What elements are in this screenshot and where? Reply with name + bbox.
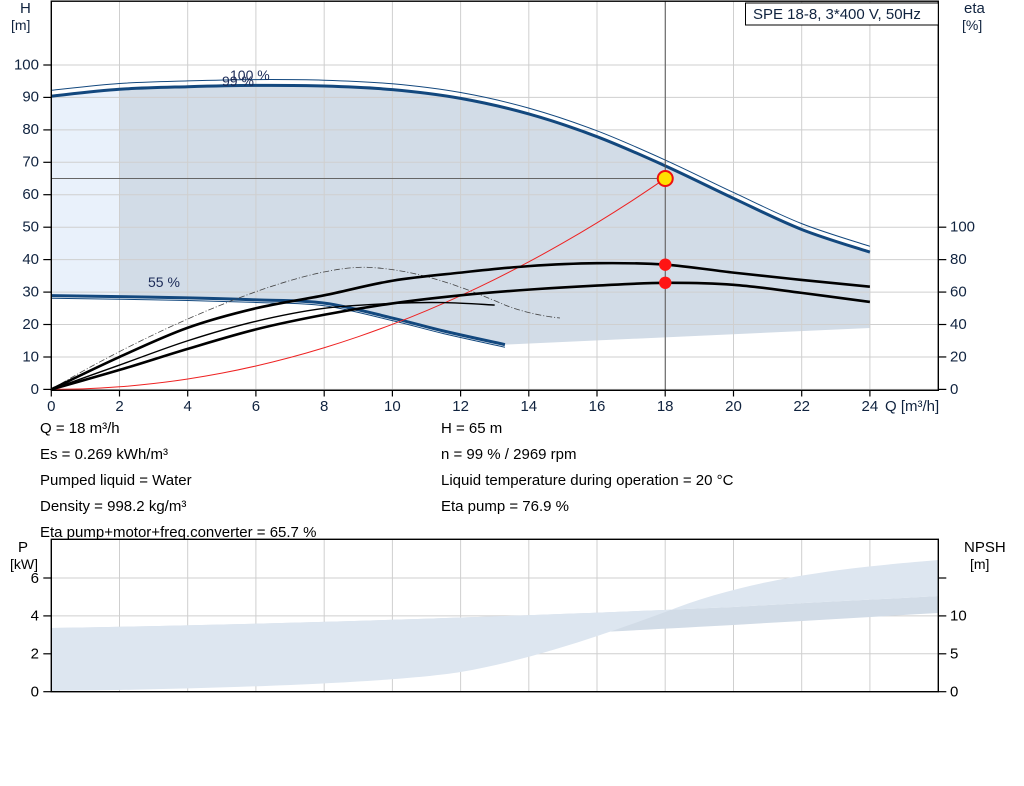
svg-text:90: 90	[22, 89, 39, 106]
svg-text:6: 6	[252, 398, 260, 415]
svg-text:100: 100	[14, 57, 39, 74]
svg-text:10: 10	[384, 398, 401, 415]
svg-text:2: 2	[115, 398, 123, 415]
svg-text:5: 5	[950, 646, 958, 663]
svg-text:4: 4	[31, 608, 39, 625]
svg-text:4: 4	[184, 398, 192, 415]
svg-text:80: 80	[22, 121, 39, 138]
svg-text:SPE 18-8, 3*400 V, 50Hz: SPE 18-8, 3*400 V, 50Hz	[753, 6, 921, 23]
svg-text:Liquid temperature during oper: Liquid temperature during operation = 20…	[441, 472, 734, 489]
svg-text:H: H	[20, 0, 31, 17]
svg-text:Es = 0.269 kWh/m³: Es = 0.269 kWh/m³	[40, 446, 168, 463]
svg-text:eta: eta	[964, 0, 986, 17]
svg-text:20: 20	[725, 398, 742, 415]
svg-text:[m]: [m]	[11, 17, 30, 33]
svg-text:22: 22	[793, 398, 810, 415]
svg-text:40: 40	[22, 251, 39, 268]
svg-text:0: 0	[31, 684, 39, 701]
svg-text:[m]: [m]	[970, 556, 989, 572]
svg-text:Eta pump = 76.9 %: Eta pump = 76.9 %	[441, 498, 569, 515]
svg-text:0: 0	[31, 381, 39, 398]
svg-text:60: 60	[950, 284, 967, 301]
svg-text:2: 2	[31, 646, 39, 663]
svg-text:Q [m³/h]: Q [m³/h]	[885, 398, 939, 415]
svg-text:0: 0	[950, 381, 958, 398]
svg-text:n = 99 % / 2969 rpm: n = 99 % / 2969 rpm	[441, 446, 577, 463]
svg-text:P: P	[18, 539, 28, 556]
svg-text:16: 16	[589, 398, 606, 415]
svg-text:24: 24	[862, 398, 879, 415]
svg-text:80: 80	[950, 251, 967, 268]
svg-text:10: 10	[950, 608, 967, 625]
svg-text:Q = 18 m³/h: Q = 18 m³/h	[40, 420, 120, 437]
svg-text:12: 12	[452, 398, 469, 415]
svg-text:NPSH: NPSH	[964, 539, 1006, 556]
svg-text:0: 0	[950, 684, 958, 701]
svg-text:18: 18	[657, 398, 674, 415]
svg-text:Eta pump+motor+freq.converter: Eta pump+motor+freq.converter = 65.7 %	[40, 524, 316, 541]
svg-text:[%]: [%]	[962, 17, 982, 33]
svg-text:70: 70	[22, 154, 39, 171]
svg-text:[kW]: [kW]	[10, 556, 38, 572]
svg-text:Density = 998.2 kg/m³: Density = 998.2 kg/m³	[40, 498, 186, 515]
svg-text:H = 65 m: H = 65 m	[441, 420, 502, 437]
svg-text:55 %: 55 %	[148, 274, 180, 290]
svg-text:8: 8	[320, 398, 328, 415]
svg-text:99 %: 99 %	[222, 73, 254, 89]
svg-text:40: 40	[950, 316, 967, 333]
svg-text:100: 100	[950, 219, 975, 236]
svg-text:Pumped liquid = Water: Pumped liquid = Water	[40, 472, 192, 489]
svg-text:14: 14	[520, 398, 537, 415]
svg-text:30: 30	[22, 284, 39, 301]
svg-text:50: 50	[22, 219, 39, 236]
svg-text:60: 60	[22, 186, 39, 203]
svg-text:0: 0	[47, 398, 55, 415]
svg-text:6: 6	[31, 570, 39, 587]
svg-text:20: 20	[22, 316, 39, 333]
svg-text:10: 10	[22, 349, 39, 366]
svg-text:20: 20	[950, 349, 967, 366]
